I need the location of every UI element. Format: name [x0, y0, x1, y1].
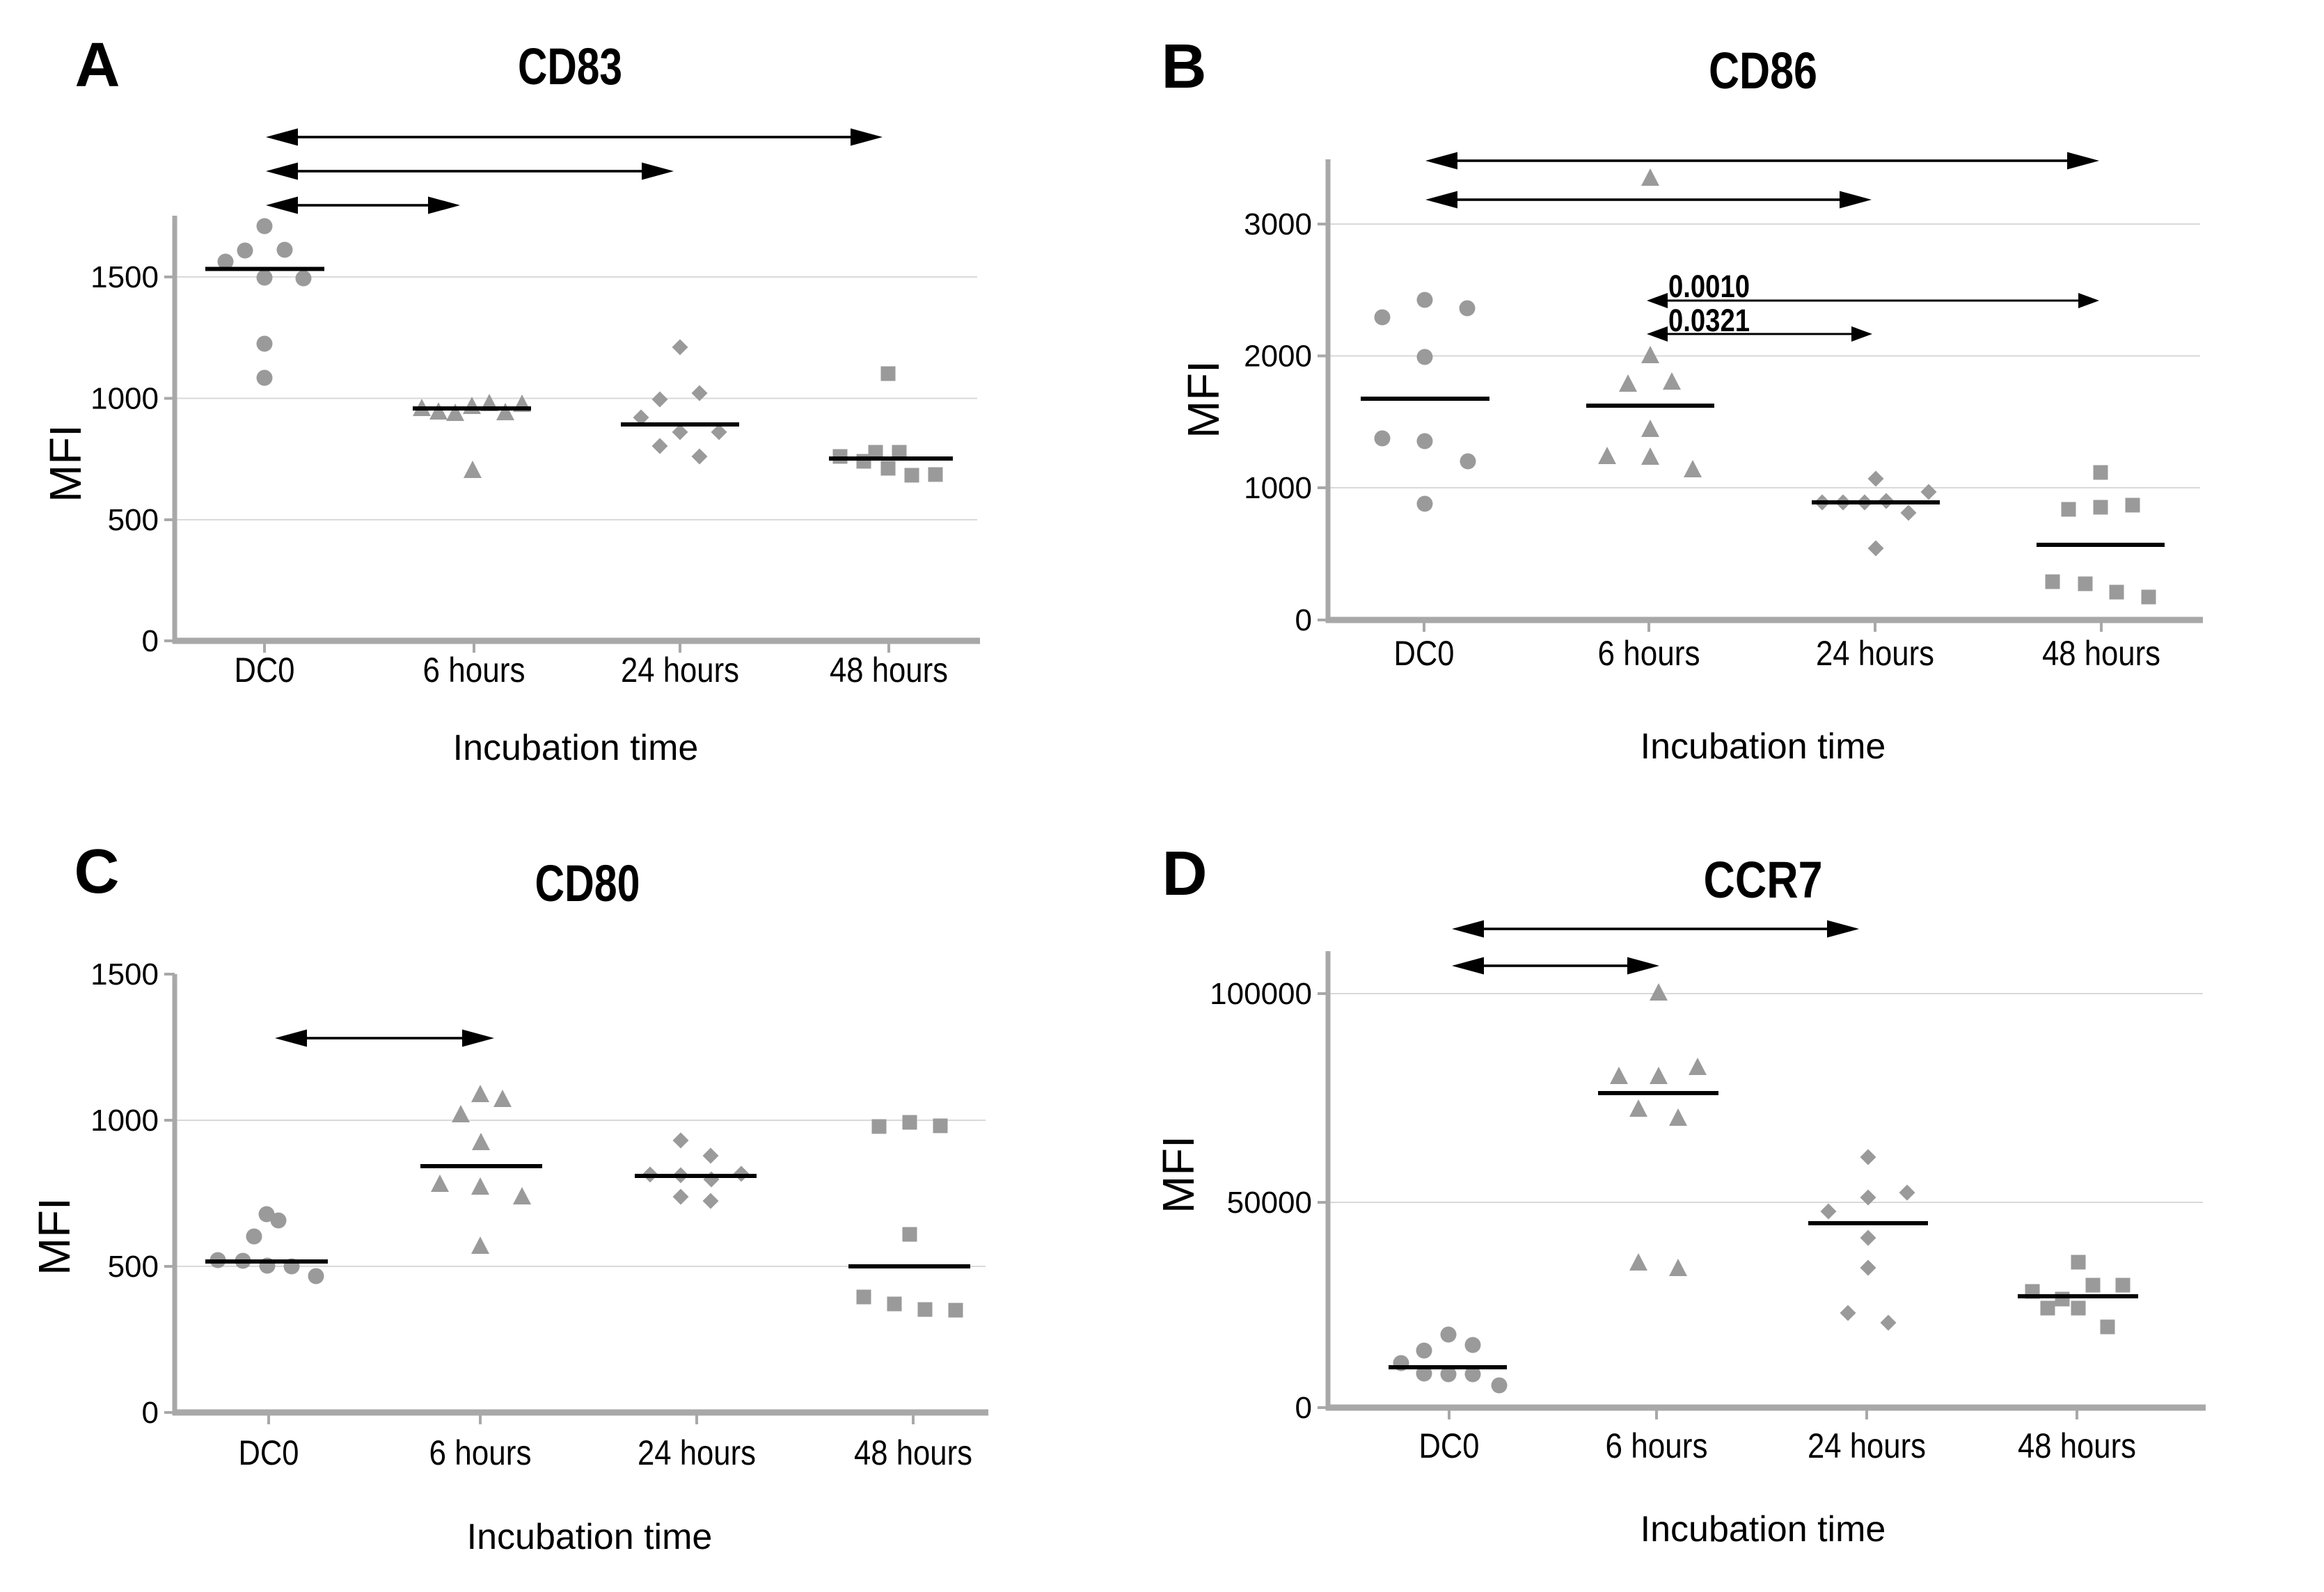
- svg-text:DC0: DC0: [239, 1433, 299, 1472]
- svg-text:24 hours: 24 hours: [1816, 634, 1934, 673]
- svg-text:CD83: CD83: [518, 38, 622, 95]
- svg-text:48 hours: 48 hours: [2018, 1426, 2136, 1465]
- svg-text:C: C: [74, 837, 120, 907]
- svg-text:0: 0: [142, 1396, 159, 1430]
- svg-text:2000: 2000: [1244, 340, 1312, 374]
- svg-text:1500: 1500: [90, 260, 159, 294]
- svg-text:1000: 1000: [1244, 471, 1312, 505]
- svg-text:50000: 50000: [1227, 1186, 1312, 1220]
- svg-text:D: D: [1162, 839, 1208, 909]
- svg-text:A: A: [75, 31, 120, 100]
- svg-text:48 hours: 48 hours: [830, 651, 948, 690]
- svg-text:6 hours: 6 hours: [1606, 1426, 1708, 1465]
- svg-text:CCR7: CCR7: [1704, 851, 1823, 909]
- svg-text:MFI: MFI: [1153, 1136, 1203, 1213]
- svg-text:1000: 1000: [90, 1104, 159, 1138]
- svg-text:500: 500: [108, 1250, 159, 1284]
- svg-text:0: 0: [142, 624, 159, 658]
- svg-text:1000: 1000: [90, 382, 159, 416]
- svg-text:Incubation time: Incubation time: [1641, 726, 1886, 767]
- svg-text:48 hours: 48 hours: [2042, 634, 2160, 673]
- svg-text:CD86: CD86: [1709, 42, 1817, 100]
- svg-text:6 hours: 6 hours: [1598, 634, 1700, 673]
- svg-text:Incubation time: Incubation time: [467, 1517, 713, 1557]
- svg-text:CD80: CD80: [535, 854, 640, 912]
- svg-text:0: 0: [1295, 1391, 1312, 1425]
- svg-text:1500: 1500: [90, 957, 159, 992]
- svg-text:Incubation time: Incubation time: [1641, 1509, 1886, 1550]
- svg-text:24 hours: 24 hours: [1808, 1426, 1926, 1465]
- svg-text:0: 0: [1295, 603, 1312, 637]
- svg-text:100000: 100000: [1210, 977, 1312, 1011]
- svg-text:0.0010: 0.0010: [1668, 269, 1750, 304]
- svg-text:6 hours: 6 hours: [423, 651, 525, 690]
- svg-text:DC0: DC0: [1419, 1426, 1480, 1465]
- svg-text:Incubation time: Incubation time: [453, 728, 699, 768]
- svg-text:DC0: DC0: [1394, 634, 1455, 673]
- svg-text:6 hours: 6 hours: [429, 1433, 532, 1472]
- svg-text:24 hours: 24 hours: [638, 1433, 756, 1472]
- svg-text:3000: 3000: [1244, 207, 1312, 241]
- svg-text:24 hours: 24 hours: [621, 651, 739, 690]
- svg-text:0.0321: 0.0321: [1668, 303, 1750, 338]
- svg-text:MFI: MFI: [29, 1197, 79, 1275]
- svg-text:48 hours: 48 hours: [854, 1433, 972, 1472]
- svg-text:B: B: [1162, 32, 1207, 102]
- svg-text:DC0: DC0: [235, 651, 295, 690]
- svg-text:MFI: MFI: [1178, 360, 1228, 438]
- svg-text:MFI: MFI: [40, 424, 90, 502]
- svg-text:500: 500: [108, 503, 159, 537]
